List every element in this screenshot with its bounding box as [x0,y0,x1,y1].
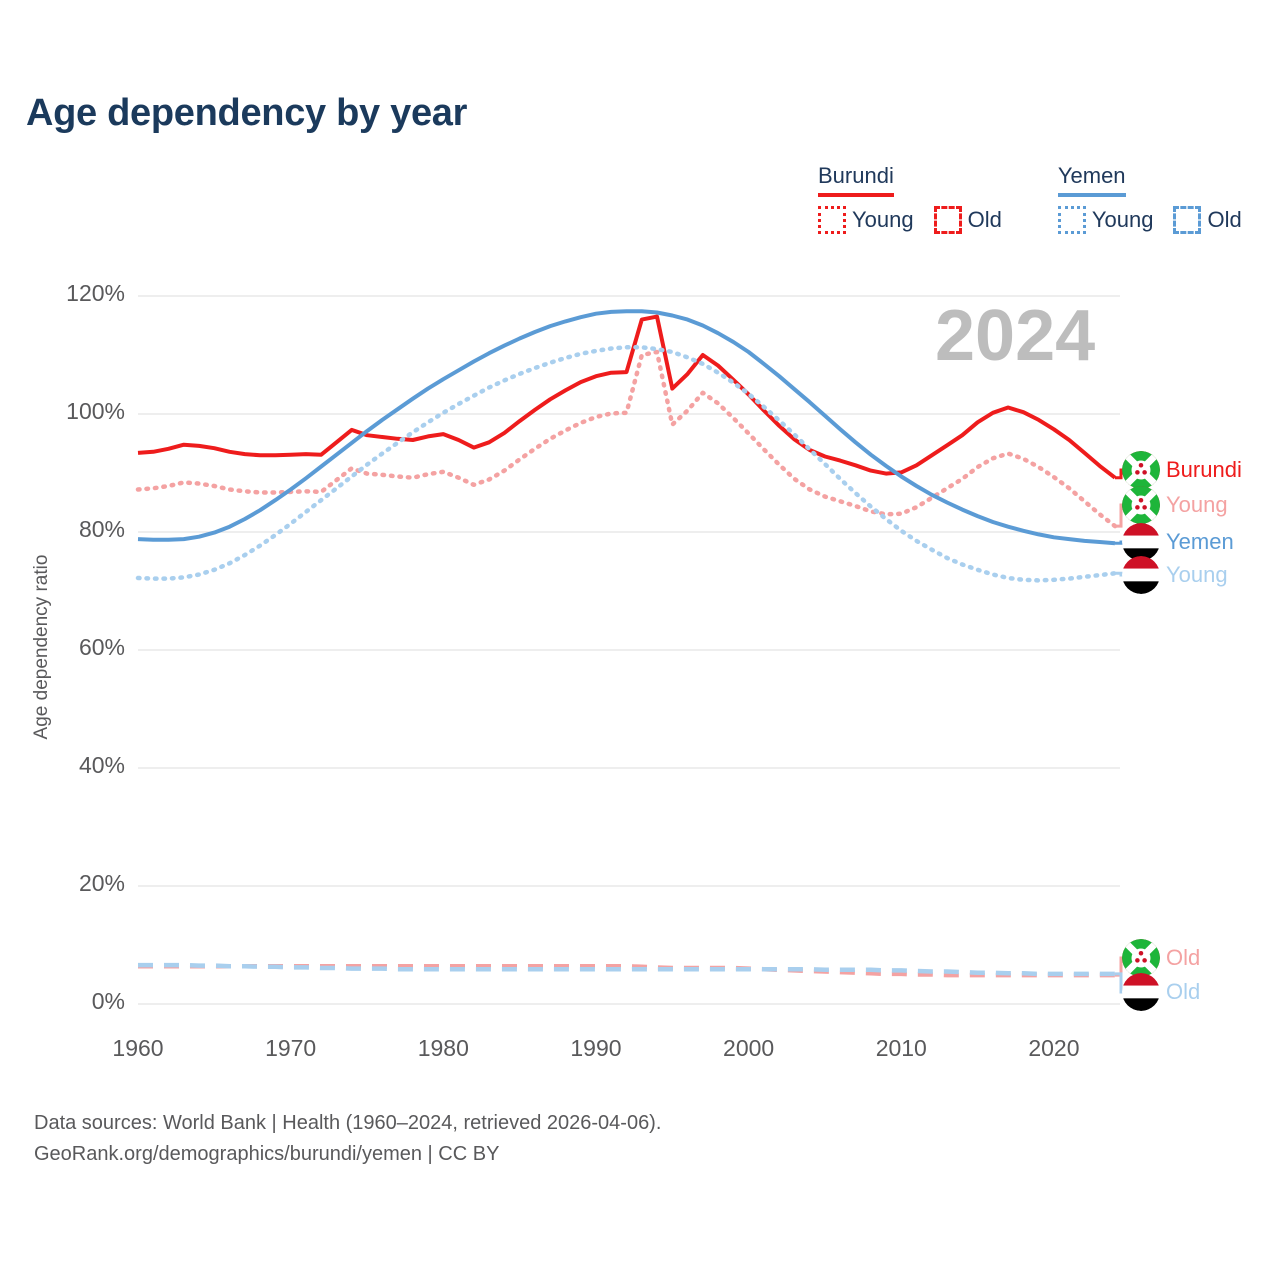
burundi-flag-icon [1122,486,1160,524]
end-label-old-burundi[interactable]: Old [1122,939,1200,977]
end-label-text: Yemen [1166,529,1234,554]
yemen-flag-icon [1122,523,1160,561]
legend-label-burundi-old: Old [967,207,1002,232]
x-tick-label: 1980 [417,1035,469,1061]
gridlines [138,295,1120,1005]
legend-group-burundi: Burundi Young Old [818,163,1002,234]
legend-group-yemen: Yemen Young Old [1057,163,1242,234]
legend-label-yemen-young: Young [1091,207,1154,232]
legend-item-burundi-young[interactable]: Young [818,206,914,234]
yemen-flag-icon [1122,973,1160,1011]
y-tick-label: 60% [78,634,125,660]
end-label-text: Old [1166,945,1201,970]
dotted-square-icon [818,206,846,234]
legend-item-yemen-young[interactable]: Young [1057,206,1154,234]
footer-attribution: GeoRank.org/demographics/burundi/yemen |… [34,1143,500,1165]
series-line-burundi [137,314,1117,480]
page-title: Age dependency by year [26,92,468,134]
x-tick-label: 1990 [570,1035,622,1061]
chart-legend: Burundi Young Old Yemen Young [818,163,1242,234]
legend-label-burundi-young: Young [852,207,914,232]
dashed-square-icon [933,206,962,234]
legend-item-burundi-old[interactable]: Old [933,206,1002,234]
x-tick-label: 1970 [265,1035,317,1061]
end-label-yemen-yemen[interactable]: Yemen [1122,523,1234,561]
x-tick-label: 2010 [875,1035,927,1061]
x-tick-label: 2020 [1028,1035,1080,1061]
y-tick-label: 0% [91,988,125,1014]
y-tick-label: 40% [78,752,125,778]
series-line-yemen-old [138,962,1115,977]
y-tick-label: 120% [66,280,125,306]
dotted-square-icon [1057,206,1086,234]
y-tick-label: 20% [78,870,125,896]
series-lines [135,309,1118,978]
dashed-square-icon [1173,206,1202,234]
y-tick-label: 80% [78,516,125,542]
year-watermark: 2024 [935,296,1096,376]
x-tick-label: 2000 [723,1035,775,1061]
burundi-flag-icon [1122,939,1160,977]
burundi-flag-icon [1122,451,1160,489]
footer-data-sources: Data sources: World Bank | Health (1960–… [34,1112,662,1134]
yemen-flag-icon [1122,556,1160,594]
legend-country-yemen[interactable]: Yemen [1057,163,1126,197]
end-label-text: Burundi [1166,457,1242,482]
end-label-old-yemen[interactable]: Old [1122,973,1200,1011]
series-line-yemen [137,309,1116,546]
end-label-young-yemen[interactable]: Young [1122,556,1228,594]
end-label-text: Young [1166,492,1228,517]
end-label-text: Young [1166,562,1228,587]
footer: Data sources: World Bank | Health (1960–… [34,1108,661,1170]
legend-country-burundi[interactable]: Burundi [818,163,894,197]
end-label-text: Old [1166,979,1201,1004]
series-line-burundi-young [135,349,1118,529]
y-tick-label: 100% [66,398,125,424]
end-label-young-burundi[interactable]: Young [1122,486,1228,524]
legend-item-yemen-old[interactable]: Old [1173,206,1242,234]
legend-label-yemen-old: Old [1207,207,1242,232]
x-tick-label: 1960 [112,1035,164,1061]
series-line-burundi-old [138,963,1115,978]
end-label-burundi-burundi[interactable]: Burundi [1122,451,1242,489]
series-line-yemen-young [135,345,1118,583]
